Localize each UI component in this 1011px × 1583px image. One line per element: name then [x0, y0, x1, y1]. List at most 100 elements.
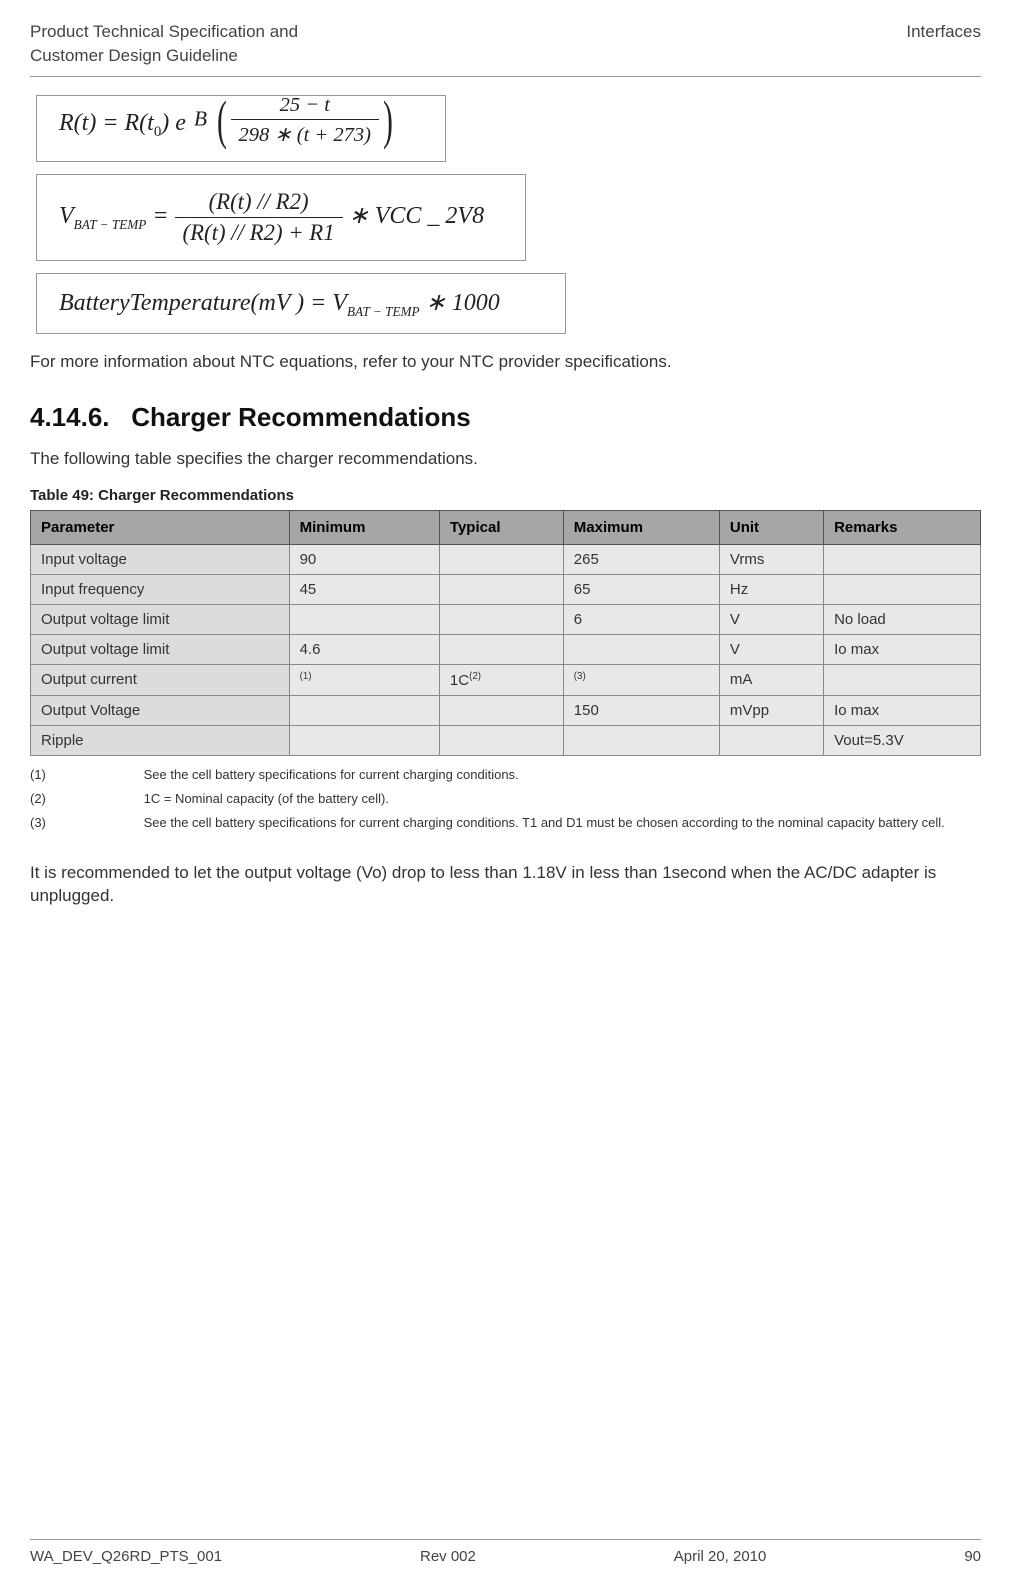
table-caption: Table 49: Charger Recommendations [30, 487, 981, 504]
th-minimum: Minimum [289, 510, 439, 544]
cell-min: 4.6 [289, 634, 439, 664]
eq1-close: ) e [161, 110, 186, 136]
section-heading: 4.14.6. Charger Recommendations [30, 402, 981, 433]
table-row: Output voltage limit 6 V No load [31, 604, 981, 634]
table-row: Output voltage limit 4.6 V Io max [31, 634, 981, 664]
cell-min [289, 725, 439, 755]
cell-min: (1) [289, 664, 439, 695]
cell-rem [824, 574, 981, 604]
equation-2: VBAT − TEMP = (R(t) // R2) (R(t) // R2) … [36, 174, 526, 261]
table-row: Ripple Vout=5.3V [31, 725, 981, 755]
th-remarks: Remarks [824, 510, 981, 544]
page: Product Technical Specification and Cust… [0, 0, 1011, 1583]
fn1-text: See the cell battery specifications for … [144, 767, 519, 782]
fn3-text: See the cell battery specifications for … [144, 815, 945, 830]
eq2-sub: BAT − TEMP [74, 216, 147, 231]
cell-rem [824, 544, 981, 574]
eq3-left: BatteryTemperature(mV ) = V [59, 290, 347, 316]
th-typical: Typical [439, 510, 563, 544]
cell-unit: V [719, 604, 823, 634]
eq2-num: (R(t) // R2) [175, 189, 343, 218]
cell-max: 265 [563, 544, 719, 574]
footnote-1: (1) See the cell battery specifications … [30, 766, 981, 784]
eq2-right: ∗ VCC _ 2V8 [343, 203, 484, 229]
paren-left-icon: ( [217, 96, 227, 145]
footer-rev: Rev 002 [420, 1548, 476, 1565]
cell-unit: mA [719, 664, 823, 695]
cell-max [563, 725, 719, 755]
charger-table: Parameter Minimum Typical Maximum Unit R… [30, 510, 981, 756]
footer-date: April 20, 2010 [674, 1548, 767, 1565]
th-maximum: Maximum [563, 510, 719, 544]
cell-param: Output voltage limit [31, 604, 290, 634]
cell-min [289, 695, 439, 725]
header-left: Product Technical Specification and Cust… [30, 20, 298, 68]
cell-param: Output Voltage [31, 695, 290, 725]
cell-rem: Vout=5.3V [824, 725, 981, 755]
th-unit: Unit [719, 510, 823, 544]
cell-rem [824, 664, 981, 695]
header-left-line2: Customer Design Guideline [30, 46, 238, 65]
cell-min: 90 [289, 544, 439, 574]
cell-min [289, 604, 439, 634]
equations-block: R(t) = R(t0) e B ( 25 − t 298 ∗ (t + 273… [36, 89, 981, 341]
para-intro: The following table specifies the charge… [30, 447, 981, 471]
cell-unit [719, 725, 823, 755]
cell-unit: V [719, 634, 823, 664]
eq3-right: ∗ 1000 [420, 290, 500, 316]
eq2-eq: = [146, 203, 174, 229]
cell-typ [439, 574, 563, 604]
footer-docid: WA_DEV_Q26RD_PTS_001 [30, 1548, 222, 1565]
cell-param: Input voltage [31, 544, 290, 574]
header-left-line1: Product Technical Specification and [30, 22, 298, 41]
cell-typ [439, 604, 563, 634]
cell-max: 6 [563, 604, 719, 634]
equation-3: BatteryTemperature(mV ) = VBAT − TEMP ∗ … [36, 273, 566, 335]
eq2-den: (R(t) // R2) + R1 [175, 218, 343, 246]
eq3-sub: BAT − TEMP [347, 303, 420, 318]
eq2-frac: (R(t) // R2) (R(t) // R2) + R1 [175, 189, 343, 246]
equation-1: R(t) = R(t0) e B ( 25 − t 298 ∗ (t + 273… [36, 95, 446, 162]
cell-param: Input frequency [31, 574, 290, 604]
header-right: Interfaces [906, 20, 981, 68]
cell-typ [439, 544, 563, 574]
eq1-left: R(t) = R(t [59, 110, 154, 136]
th-parameter: Parameter [31, 510, 290, 544]
cell-max [563, 634, 719, 664]
cell-rem: No load [824, 604, 981, 634]
eq1-num: 25 − t [231, 94, 379, 120]
page-footer: WA_DEV_Q26RD_PTS_001 Rev 002 April 20, 2… [30, 1539, 981, 1565]
cell-rem: Io max [824, 695, 981, 725]
cell-max: 65 [563, 574, 719, 604]
eq2-V: V [59, 203, 74, 229]
cell-param: Ripple [31, 725, 290, 755]
section-num: 4.14.6. [30, 402, 110, 432]
eq1-frac: 25 − t 298 ∗ (t + 273) [231, 94, 379, 147]
cell-param: Output voltage limit [31, 634, 290, 664]
cell-max: (3) [563, 664, 719, 695]
table-header-row: Parameter Minimum Typical Maximum Unit R… [31, 510, 981, 544]
footnote-2: (2) 1C = Nominal capacity (of the batter… [30, 790, 981, 808]
cell-typ [439, 695, 563, 725]
cell-unit: Vrms [719, 544, 823, 574]
page-header: Product Technical Specification and Cust… [30, 20, 981, 77]
paren-right-icon: ) [383, 96, 393, 145]
cell-unit: Hz [719, 574, 823, 604]
table-row: Input frequency 45 65 Hz [31, 574, 981, 604]
cell-min: 45 [289, 574, 439, 604]
para-ntc: For more information about NTC equations… [30, 350, 981, 374]
footer-page: 90 [964, 1548, 981, 1565]
eq1-den: 298 ∗ (t + 273) [231, 120, 379, 147]
ref-2: (2) [469, 671, 481, 682]
table-row: Output Voltage 150 mVpp Io max [31, 695, 981, 725]
section-title: Charger Recommendations [131, 402, 471, 432]
fn3-key: (3) [30, 814, 140, 832]
footnote-3: (3) See the cell battery specifications … [30, 814, 981, 832]
fn2-key: (2) [30, 790, 140, 808]
table-body: Input voltage 90 265 Vrms Input frequenc… [31, 544, 981, 755]
para-recommendation: It is recommended to let the output volt… [30, 861, 981, 909]
cell-typ [439, 725, 563, 755]
cell-rem: Io max [824, 634, 981, 664]
cell-typ [439, 634, 563, 664]
cell-typ: 1C(2) [439, 664, 563, 695]
